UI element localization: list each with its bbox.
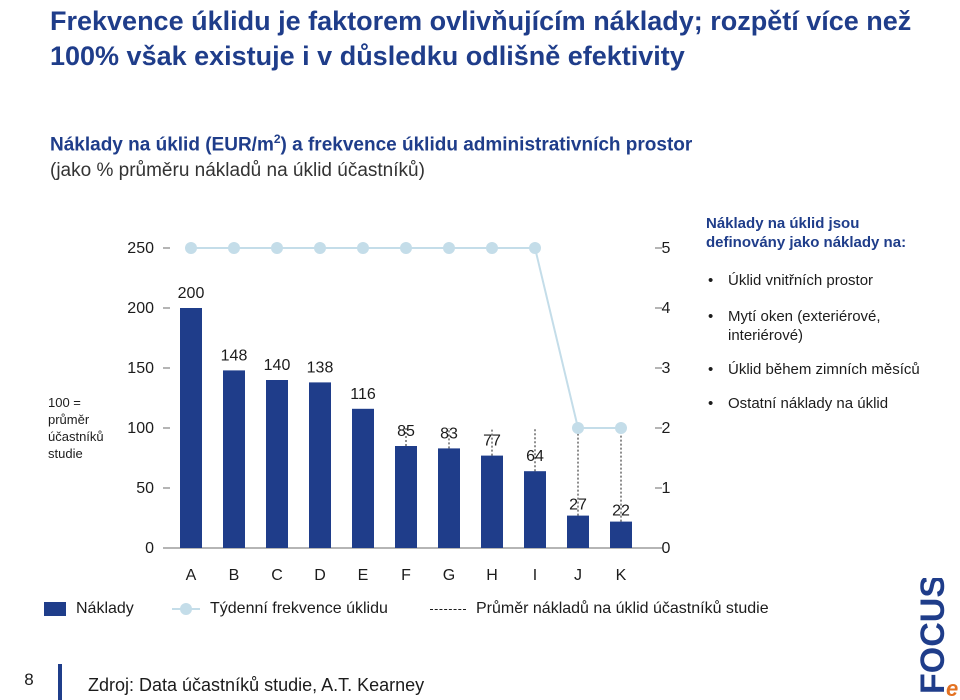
cost-bar (180, 308, 202, 548)
efocus-logo: FOCUS e (914, 578, 958, 698)
frequency-point (443, 242, 455, 254)
bar-value-label: 83 (440, 425, 458, 442)
legend-label: Týdenní frekvence úklidu (210, 600, 388, 617)
frequency-point (529, 242, 541, 254)
bar-value-label: 200 (178, 285, 205, 302)
definition-list: Úklid vnitřních prostor Mytí oken (exter… (706, 271, 926, 413)
footer (0, 660, 960, 700)
legend-label: Náklady (76, 600, 134, 617)
definition-item: Mytí oken (exteriérové, interiérové) (706, 307, 926, 345)
cost-bar (610, 521, 632, 548)
legend-line-swatch (172, 602, 200, 616)
chart-subtitle: Náklady na úklid (EUR/m2) a frekvence úk… (50, 126, 750, 184)
legend-item-line: Týdenní frekvence úklidu (172, 598, 388, 620)
cost-bar (481, 455, 503, 548)
frequency-point (228, 242, 240, 254)
left-tick-label: 50 (136, 480, 154, 497)
subtitle-line-1: Náklady na úklid (EUR/m2) a frekvence úk… (50, 132, 693, 156)
left-tick-label: 250 (127, 240, 154, 257)
bar-value-label: 140 (264, 357, 291, 374)
left-tick-label: 100 (127, 420, 154, 437)
left-tick-label: 0 (145, 540, 154, 557)
legend-item-dashed: Průměr nákladů na úklid účastníků studie (430, 598, 769, 620)
cost-bar (223, 370, 245, 548)
logo-word: FOCUS (914, 578, 952, 694)
cost-bar (352, 408, 374, 548)
chart-legend: Náklady Týdenní frekvence úklidu Průměr … (44, 598, 904, 622)
right-tick-label: 0 (662, 540, 671, 557)
definition-heading: Náklady na úklid jsou definovány jako ná… (706, 215, 907, 251)
footer-divider (58, 664, 62, 700)
left-tick-label: 200 (127, 300, 154, 317)
definition-item: Úklid vnitřních prostor (706, 271, 926, 290)
frequency-point (185, 242, 197, 254)
right-tick-label: 3 (662, 360, 671, 377)
bar-value-label: 27 (569, 497, 587, 514)
category-label: E (358, 567, 369, 584)
cost-bar (395, 446, 417, 548)
cost-bar (438, 448, 460, 548)
category-label: F (401, 567, 411, 584)
category-label: A (186, 567, 197, 584)
frequency-line (191, 247, 621, 429)
cost-bar (524, 471, 546, 548)
category-label: D (314, 567, 326, 584)
right-tick-label: 1 (662, 480, 671, 497)
bar-value-label: 138 (307, 359, 334, 376)
source-note: Zdroj: Data účastníků studie, A.T. Kearn… (88, 675, 425, 695)
bar-value-label: 85 (397, 423, 415, 440)
cost-definition-box: Náklady na úklid jsou definovány jako ná… (706, 214, 926, 413)
category-label: J (574, 567, 582, 584)
frequency-point (357, 242, 369, 254)
category-label: K (616, 567, 627, 584)
legend-bar-swatch (44, 602, 66, 616)
right-tick-label: 4 (662, 300, 671, 317)
bar-value-label: 148 (221, 347, 248, 364)
page-number: 8 (24, 670, 34, 689)
average-note: 100 = průměr účastníků studie (48, 395, 104, 461)
frequency-point (400, 242, 412, 254)
cost-bar (567, 515, 589, 548)
legend-label: Průměr nákladů na úklid účastníků studie (476, 600, 769, 617)
bar-value-label: 64 (526, 448, 544, 465)
cost-bar (309, 382, 331, 548)
page-title: Frekvence úklidu je faktorem ovlivňující… (50, 6, 912, 71)
frequency-point (615, 422, 627, 434)
legend-item-bars: Náklady (44, 598, 134, 620)
definition-item: Úklid během zimních měsíců (706, 360, 926, 379)
bar-value-label: 77 (483, 433, 501, 450)
cost-bar (266, 380, 288, 548)
right-tick-label: 2 (662, 420, 671, 437)
category-label: G (443, 567, 455, 584)
left-tick-label: 150 (127, 360, 154, 377)
category-label: H (486, 567, 498, 584)
frequency-point (572, 422, 584, 434)
legend-dash-swatch (430, 608, 466, 610)
bar-value-label: 22 (612, 503, 630, 520)
right-tick-label: 5 (662, 240, 671, 257)
definition-item: Ostatní náklady na úklid (706, 394, 926, 413)
category-label: I (533, 567, 537, 584)
frequency-point (486, 242, 498, 254)
logo-letter: e (946, 676, 958, 698)
frequency-point (314, 242, 326, 254)
frequency-point (271, 242, 283, 254)
bar-value-label: 116 (350, 386, 376, 403)
subtitle-line-2: (jako % průměru nákladů na úklid účastní… (50, 160, 425, 182)
category-label: C (271, 567, 283, 584)
category-label: B (229, 567, 240, 584)
